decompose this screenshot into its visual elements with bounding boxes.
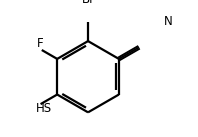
Text: F: F [37, 37, 44, 50]
Text: Br: Br [82, 0, 95, 6]
Text: HS: HS [36, 102, 52, 115]
Text: N: N [164, 15, 173, 28]
